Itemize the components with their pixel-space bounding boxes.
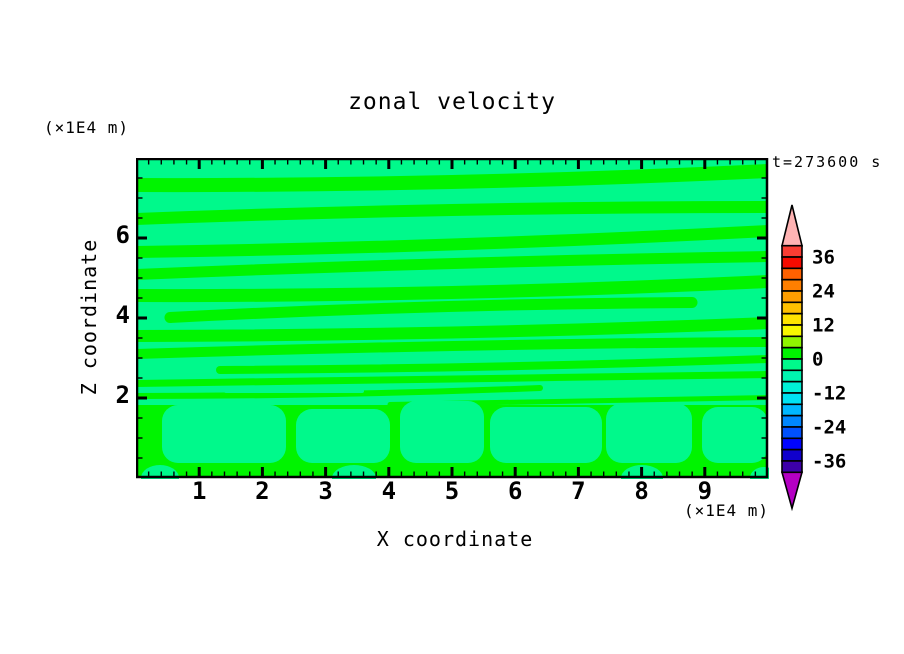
colorbar-tick-label: 36 [812,247,835,269]
colorbar-tick-label: 0 [812,349,823,371]
chart-title: zonal velocity [348,89,556,115]
colorbar: 36 24 12 0 -12 -24 -36 [780,204,846,512]
z-tick-label: 2 [115,381,130,409]
colorbar-tick-label: -24 [812,417,846,439]
x-tick-label: 8 [634,477,649,505]
x-tick-label: 6 [507,477,523,505]
x-tick-label: 3 [318,477,333,505]
x-tick-label: 2 [255,477,270,505]
x-tick-label: 9 [697,477,713,505]
x-tick-label: 1 [191,477,207,505]
x-tick-label: 4 [381,477,397,505]
x-axis-title: X coordinate [376,527,534,551]
colorbar-tick-label: 12 [812,315,835,337]
time-annotation: t=273600 s [772,153,883,171]
z-tick-label: 4 [115,301,130,329]
colorbar-tick-label: 24 [812,281,835,303]
x-tick-label: 7 [571,477,586,505]
z-tick-label: 6 [115,221,130,249]
colorbar-tick-label: -36 [812,451,846,473]
z-axis-unit-label: (×1E4 m) [44,118,130,137]
x-tick-label: 5 [444,477,460,505]
contour-plot-area [136,158,769,479]
colorbar-tick-label: -12 [812,383,846,405]
x-axis-unit-label: (×1E4 m) [684,501,770,520]
